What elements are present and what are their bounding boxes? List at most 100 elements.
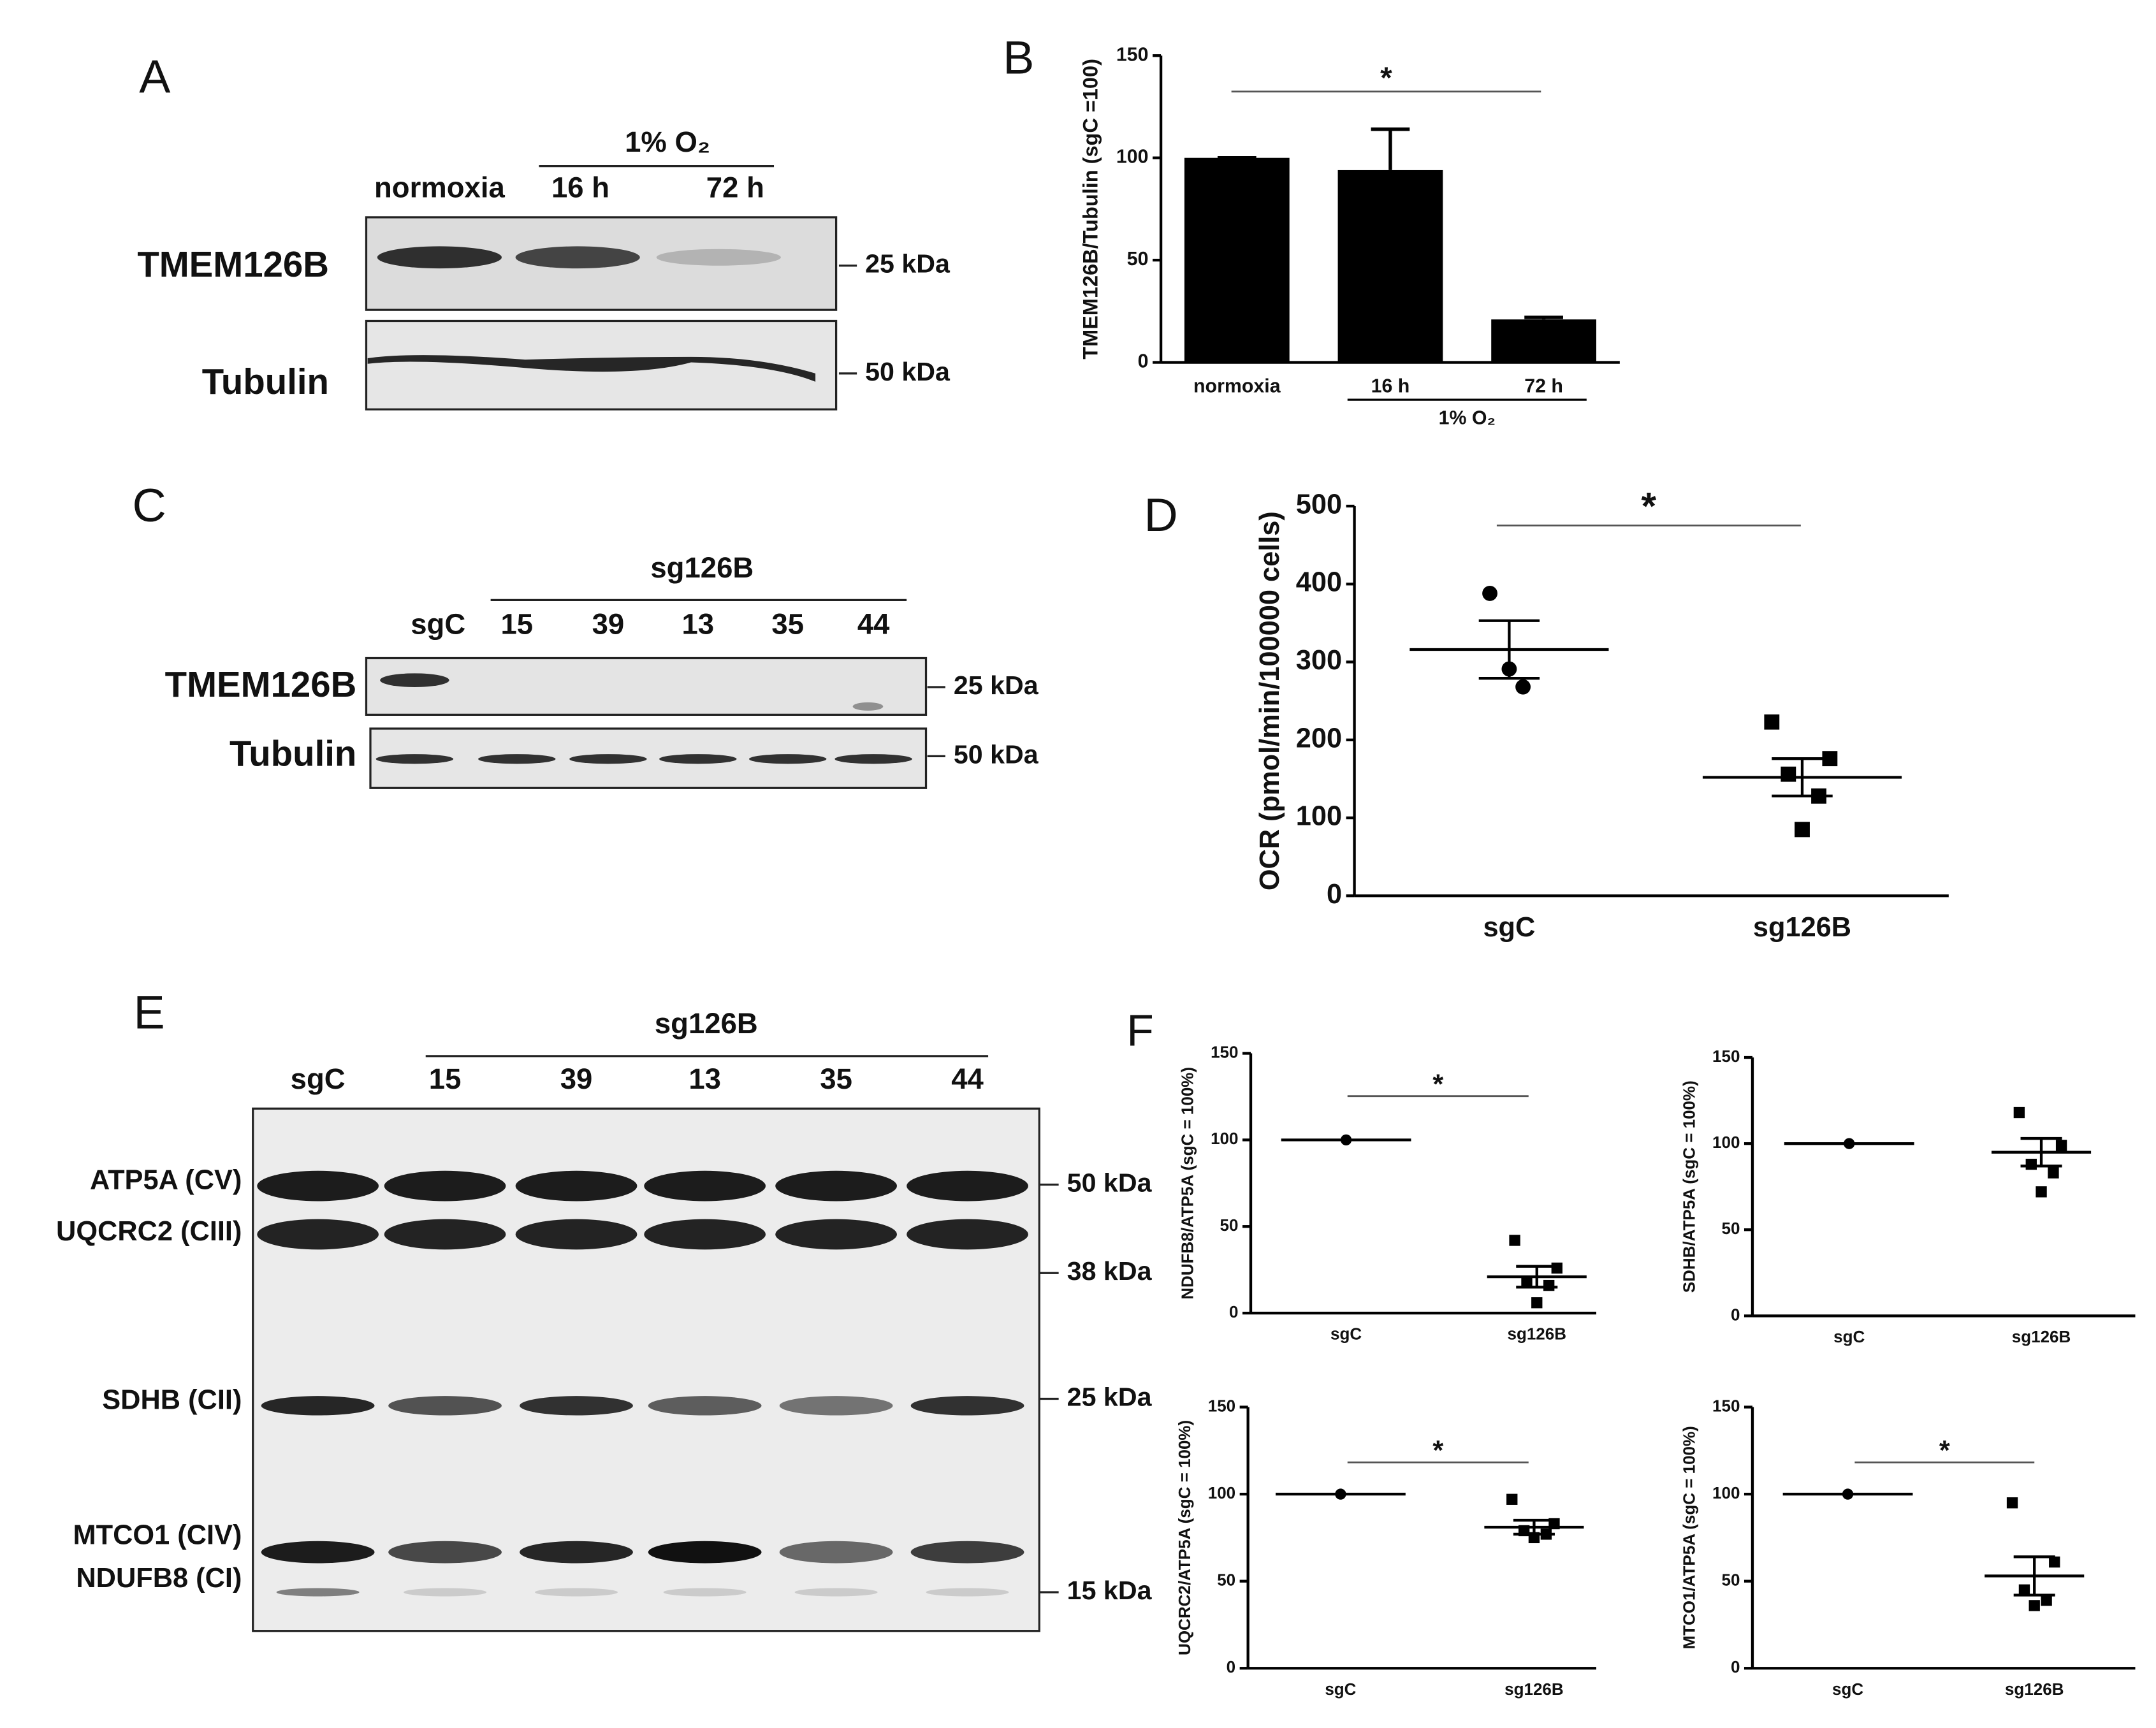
lane-label: sgC: [291, 1063, 346, 1095]
panel-letter: B: [1003, 31, 1034, 83]
lane-label: normoxia: [374, 171, 506, 204]
y-axis-label: MTCO1/ATP5A (sgC = 100%): [1679, 1426, 1698, 1649]
x-tick-label: sgC: [1483, 912, 1535, 943]
y-axis-label: NDUFB8/ATP5A (sgC = 100%): [1177, 1067, 1197, 1300]
lane-label: 13: [681, 608, 714, 641]
y-tick-label: 0: [1138, 351, 1149, 372]
y-tick-label: 0: [1731, 1657, 1740, 1676]
group-label: sg126B: [650, 551, 754, 584]
y-tick-label: 150: [1208, 1396, 1235, 1415]
y-tick-label: 200: [1296, 723, 1342, 753]
y-tick-label: 50: [1722, 1219, 1740, 1238]
blot-band: [380, 673, 449, 688]
blot-band: [794, 1588, 878, 1597]
error-bar: [1524, 316, 1563, 320]
blot-band: [926, 1588, 1009, 1597]
y-tick-label: 100: [1116, 147, 1149, 168]
y-tick-label: 150: [1712, 1396, 1740, 1415]
data-point: [2041, 1595, 2052, 1606]
blot-band: [644, 1219, 766, 1250]
blot-band: [367, 355, 816, 382]
lane-label: 44: [857, 608, 890, 641]
panel-letter: E: [134, 985, 165, 1038]
y-tick-label: 400: [1296, 567, 1342, 598]
data-point: [2036, 1186, 2047, 1198]
blot-band: [261, 1541, 375, 1564]
blot-band: [644, 1170, 766, 1202]
row-label: MTCO1 (CIV): [73, 1520, 242, 1551]
data-point: [2055, 1140, 2067, 1151]
data-point: [1531, 1297, 1543, 1309]
x-tick-label: sg126B: [2012, 1327, 2071, 1346]
bar: [1337, 170, 1443, 363]
y-tick-label: 50: [1217, 1571, 1235, 1590]
x-tick-label: sgC: [1330, 1325, 1362, 1344]
y-tick-label: 500: [1296, 489, 1342, 519]
lane-label: 39: [592, 608, 625, 641]
row-label: NDUFB8 (CI): [76, 1563, 242, 1594]
marker-label: 50 kDa: [954, 739, 1039, 769]
y-tick-label: 100: [1712, 1483, 1740, 1502]
marker-label: 38 kDa: [1067, 1256, 1153, 1286]
y-tick-label: 100: [1211, 1129, 1238, 1148]
blot-e: [252, 1107, 1040, 1632]
blot-band: [775, 1219, 897, 1250]
lane-label: 44: [951, 1063, 984, 1095]
blot-band: [534, 1588, 618, 1597]
y-tick-label: 50: [1127, 249, 1149, 270]
significance-star: *: [1939, 1435, 1950, 1466]
marker-label: 25 kDa: [865, 249, 951, 279]
x-tick-label: 72 h: [1524, 376, 1563, 397]
significance-star: *: [1432, 1070, 1443, 1100]
blot-band: [257, 1170, 379, 1202]
y-tick-label: 0: [1327, 879, 1342, 910]
blot-band: [478, 754, 556, 764]
blot-band: [384, 1170, 506, 1202]
blot-band: [520, 1396, 633, 1416]
data-point: [1551, 1262, 1562, 1274]
blot-band: [261, 1396, 375, 1416]
y-tick-label: 300: [1296, 645, 1342, 676]
blot-band: [910, 1396, 1024, 1416]
blot-band: [648, 1541, 762, 1564]
blot-band: [663, 1588, 747, 1597]
x-tick-label: sg126B: [1508, 1325, 1567, 1344]
data-point: [2018, 1584, 2030, 1595]
significance-star: *: [1432, 1435, 1443, 1466]
blot-band: [656, 249, 781, 266]
data-point: [2006, 1497, 2018, 1509]
blot-band: [388, 1396, 502, 1416]
data-point: [1764, 714, 1780, 730]
sem-bar: [1478, 619, 1540, 680]
blot-band: [520, 1541, 633, 1564]
group-label: sg126B: [655, 1007, 758, 1040]
data-point: [2029, 1600, 2040, 1611]
y-axis-label: OCR (pmol/min/100000 cells): [1255, 511, 1285, 890]
blot-band: [257, 1219, 379, 1250]
y-tick-label: 0: [1731, 1305, 1740, 1324]
sem-bar: [2020, 1136, 2062, 1168]
y-axis-label: SDHB/ATP5A (sgC = 100%): [1679, 1080, 1698, 1293]
lane-label: 13: [688, 1063, 721, 1095]
y-tick-label: 150: [1116, 44, 1149, 65]
lane-label: 15: [429, 1063, 462, 1095]
significance-star: *: [1642, 484, 1657, 527]
sem-bar: [1516, 1265, 1558, 1289]
y-axis-label: UQCRC2/ATP5A (sgC = 100%): [1175, 1420, 1194, 1655]
blot-band: [907, 1170, 1028, 1202]
blot-band: [569, 754, 647, 764]
row-label: Tubulin: [202, 361, 329, 402]
blot-band: [834, 754, 912, 764]
blot-band: [648, 1396, 762, 1416]
group-label: 1% O₂: [1439, 407, 1496, 428]
y-tick-label: 50: [1220, 1216, 1239, 1235]
blot-c-bottom: [369, 727, 928, 789]
y-tick-label: 0: [1227, 1657, 1235, 1676]
row-label: ATP5A (CV): [90, 1165, 242, 1196]
data-point: [1781, 766, 1796, 782]
lane-label: 16 h: [551, 171, 609, 204]
panel-letter: D: [1144, 488, 1177, 541]
sem-bar: [2013, 1555, 2055, 1597]
lane-label: 15: [500, 608, 533, 641]
panel-letter: A: [139, 50, 171, 103]
